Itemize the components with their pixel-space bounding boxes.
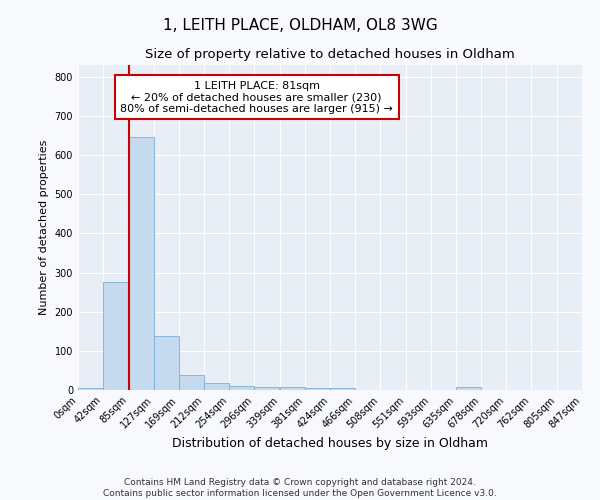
Bar: [456, 388, 481, 390]
Bar: [103, 282, 128, 390]
Text: 1, LEITH PLACE, OLDHAM, OL8 3WG: 1, LEITH PLACE, OLDHAM, OL8 3WG: [163, 18, 437, 32]
Y-axis label: Number of detached properties: Number of detached properties: [39, 140, 49, 315]
Bar: [128, 138, 154, 390]
X-axis label: Distribution of detached houses by size in Oldham: Distribution of detached houses by size …: [172, 436, 488, 450]
Bar: [204, 383, 229, 390]
Bar: [229, 386, 254, 390]
Title: Size of property relative to detached houses in Oldham: Size of property relative to detached ho…: [145, 48, 515, 61]
Text: 1 LEITH PLACE: 81sqm
← 20% of detached houses are smaller (230)
80% of semi-deta: 1 LEITH PLACE: 81sqm ← 20% of detached h…: [120, 80, 393, 114]
Bar: [305, 388, 330, 390]
Text: Contains HM Land Registry data © Crown copyright and database right 2024.
Contai: Contains HM Land Registry data © Crown c…: [103, 478, 497, 498]
Bar: [280, 387, 305, 390]
Bar: [78, 388, 103, 390]
Bar: [179, 375, 203, 390]
Bar: [254, 387, 279, 390]
Bar: [154, 336, 179, 390]
Bar: [330, 388, 355, 390]
